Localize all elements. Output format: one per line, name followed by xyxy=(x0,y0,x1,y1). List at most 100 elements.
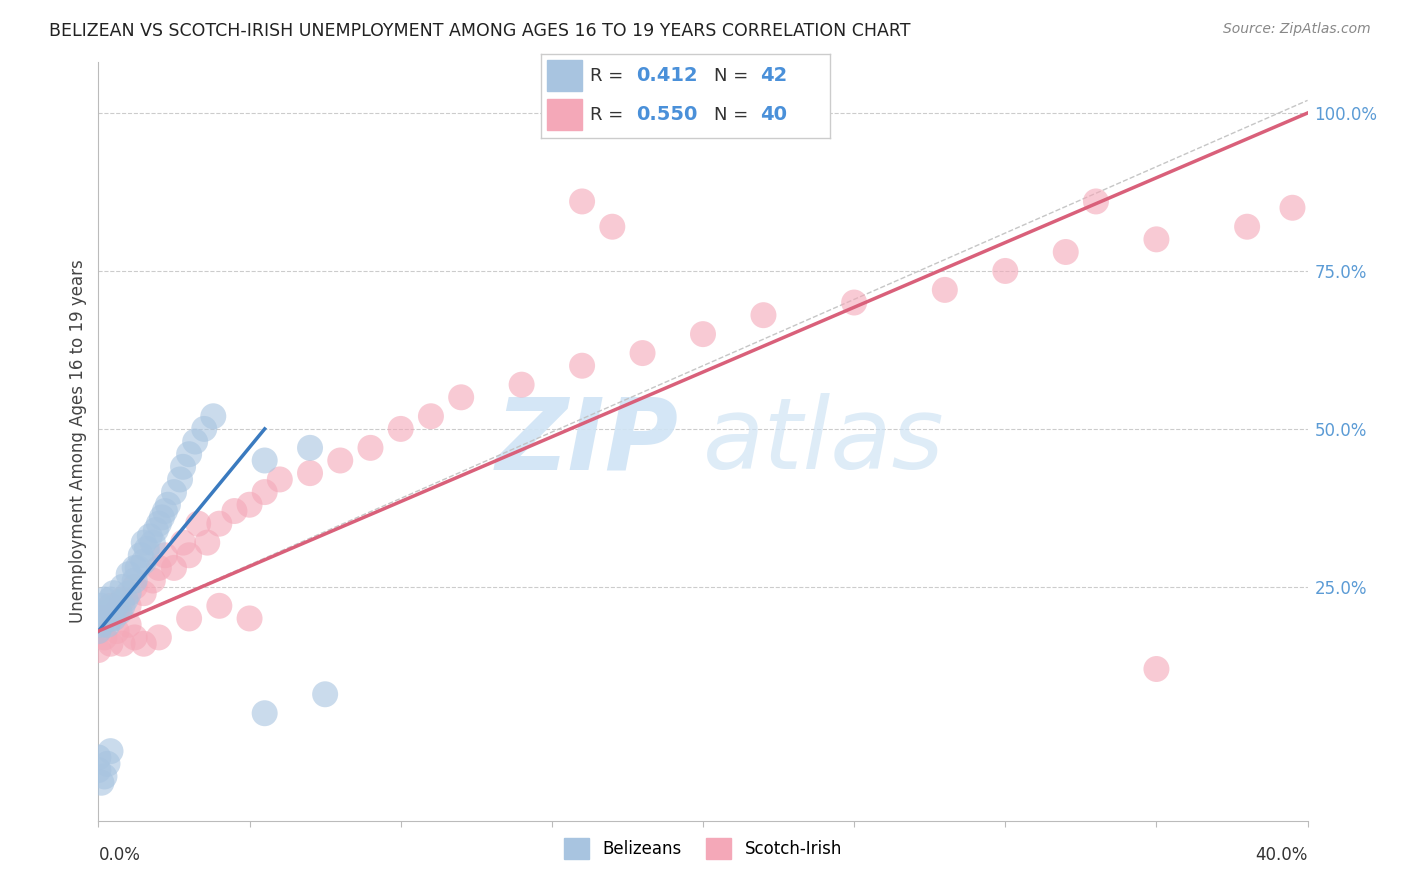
Point xyxy=(329,453,352,467)
Point xyxy=(299,441,322,455)
Point xyxy=(631,346,654,360)
Point xyxy=(118,599,141,613)
Point xyxy=(1236,219,1258,234)
Y-axis label: Unemployment Among Ages 16 to 19 years: Unemployment Among Ages 16 to 19 years xyxy=(69,260,87,624)
Point xyxy=(100,744,122,758)
Point xyxy=(163,561,186,575)
Point xyxy=(153,548,176,563)
Point xyxy=(132,535,155,549)
Point xyxy=(124,580,146,594)
Point xyxy=(179,447,201,461)
Point xyxy=(571,359,593,373)
Point xyxy=(187,516,209,531)
Point xyxy=(148,516,170,531)
Point xyxy=(571,194,593,209)
Point xyxy=(172,459,194,474)
Text: 40.0%: 40.0% xyxy=(1256,846,1308,864)
Point xyxy=(420,409,443,424)
Text: BELIZEAN VS SCOTCH-IRISH UNEMPLOYMENT AMONG AGES 16 TO 19 YEARS CORRELATION CHAR: BELIZEAN VS SCOTCH-IRISH UNEMPLOYMENT AM… xyxy=(49,22,911,40)
Text: Source: ZipAtlas.com: Source: ZipAtlas.com xyxy=(1223,22,1371,37)
Point xyxy=(111,637,134,651)
Point xyxy=(87,624,110,639)
Point xyxy=(118,617,141,632)
Text: ZIP: ZIP xyxy=(496,393,679,490)
Point xyxy=(299,466,322,480)
Point xyxy=(124,631,146,645)
Point xyxy=(184,434,207,449)
Point xyxy=(1054,244,1077,259)
Point xyxy=(111,599,134,613)
Point xyxy=(692,327,714,342)
Point xyxy=(224,504,246,518)
Point xyxy=(195,535,218,549)
Point xyxy=(142,574,165,588)
Point xyxy=(90,599,112,613)
Point xyxy=(87,624,110,639)
Point xyxy=(114,592,136,607)
Point xyxy=(510,377,533,392)
Point xyxy=(150,510,173,524)
Point xyxy=(389,422,412,436)
Point xyxy=(1144,232,1167,246)
Point xyxy=(148,561,170,575)
Point xyxy=(148,631,170,645)
Point xyxy=(90,617,112,632)
Point xyxy=(208,599,231,613)
Text: 0.412: 0.412 xyxy=(637,66,697,85)
Text: R =: R = xyxy=(591,67,630,85)
Point xyxy=(87,605,110,619)
Point xyxy=(90,776,112,790)
Point xyxy=(145,523,167,537)
Point xyxy=(132,586,155,600)
Point xyxy=(111,592,134,607)
Point xyxy=(360,441,382,455)
Point xyxy=(87,750,110,764)
Point xyxy=(105,599,128,613)
Point xyxy=(314,687,336,701)
Point xyxy=(100,599,122,613)
Point xyxy=(96,605,118,619)
Text: N =: N = xyxy=(714,105,754,123)
Point xyxy=(96,756,118,771)
Point xyxy=(129,548,152,563)
Point xyxy=(93,769,115,783)
Point xyxy=(96,617,118,632)
Point xyxy=(934,283,956,297)
Text: N =: N = xyxy=(714,67,754,85)
Point xyxy=(90,611,112,625)
Point xyxy=(124,561,146,575)
Legend: Belizeans, Scotch-Irish: Belizeans, Scotch-Irish xyxy=(557,831,849,865)
Text: R =: R = xyxy=(591,105,630,123)
Point xyxy=(179,548,201,563)
Point xyxy=(142,535,165,549)
Point xyxy=(163,485,186,500)
Text: 0.0%: 0.0% xyxy=(98,846,141,864)
Point xyxy=(844,295,866,310)
Point xyxy=(752,308,775,322)
Point xyxy=(239,611,262,625)
Point xyxy=(153,504,176,518)
Point xyxy=(93,611,115,625)
Point xyxy=(135,541,157,556)
Bar xyxy=(547,99,582,130)
Point xyxy=(1144,662,1167,676)
Point xyxy=(103,586,125,600)
Point xyxy=(253,706,276,721)
Point xyxy=(111,580,134,594)
Text: 0.550: 0.550 xyxy=(637,105,697,124)
Point xyxy=(202,409,225,424)
Point xyxy=(208,516,231,531)
Point xyxy=(1085,194,1108,209)
Point xyxy=(105,624,128,639)
Point xyxy=(239,498,262,512)
Point xyxy=(450,390,472,404)
Point xyxy=(169,473,191,487)
Point xyxy=(118,586,141,600)
Point xyxy=(602,219,624,234)
Text: 40: 40 xyxy=(761,105,787,124)
Point xyxy=(100,592,122,607)
Point xyxy=(132,637,155,651)
Point xyxy=(118,567,141,582)
Point xyxy=(87,643,110,657)
Point xyxy=(127,561,149,575)
